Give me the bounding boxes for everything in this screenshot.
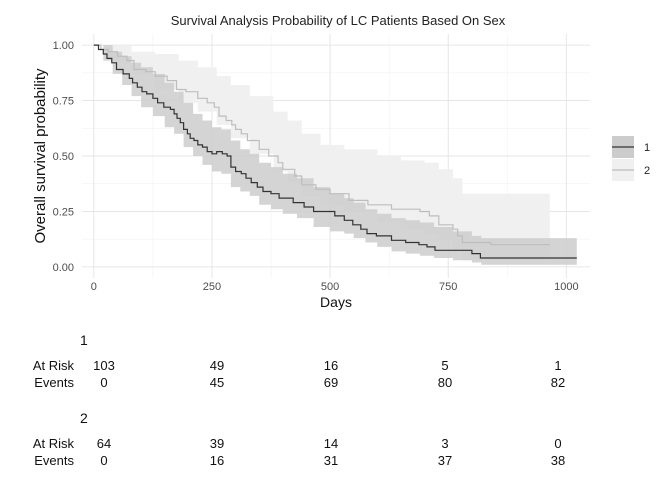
risk-table-row-label: Events [34, 453, 74, 468]
y-tick-labels: 0.00 0.25 0.50 0.75 1.00 [53, 40, 74, 274]
risk-table-events-value: 37 [438, 453, 452, 468]
x-tick-labels: 0 250 500 750 1000 [91, 281, 579, 293]
risk-table-events-value: 0 [100, 453, 107, 468]
risk-table-events-value: 38 [551, 453, 565, 468]
y-tick-label: 1.00 [53, 40, 74, 52]
confidence-band-1 [93, 45, 577, 265]
survival-curve-2 [93, 44, 550, 246]
risk-table-row-label: At Risk [33, 436, 75, 451]
y-tick-label: 0.00 [53, 262, 74, 274]
risk-table-at-risk-value: 14 [324, 436, 338, 451]
x-axis-label: Days [320, 294, 352, 310]
risk-table-at-risk-value: 5 [441, 358, 448, 373]
risk-table-stratum-header: 1 [80, 332, 88, 348]
legend-label: 1 [644, 142, 650, 154]
y-tick-label: 0.75 [53, 96, 74, 108]
risk-table-events-value: 82 [551, 375, 565, 390]
survival-curves [93, 44, 577, 259]
risk-table-at-risk-value: 3 [441, 436, 448, 451]
risk-table-at-risk-value: 39 [210, 436, 224, 451]
confidence-bands [93, 45, 577, 265]
y-axis-label: Overall survival probability [32, 68, 49, 244]
x-tick-label: 750 [439, 281, 457, 293]
risk-table-at-risk-value: 103 [93, 358, 115, 373]
risk-table-events-value: 16 [210, 453, 224, 468]
x-tick-label: 250 [203, 281, 221, 293]
risk-table-events-value: 69 [324, 375, 338, 390]
risk-table-row-label: At Risk [33, 358, 75, 373]
legend-label: 2 [644, 165, 650, 177]
risk-table-events-value: 80 [438, 375, 452, 390]
risk-table-at-risk-value: 1 [554, 358, 561, 373]
survival-curve-1 [93, 44, 577, 259]
risk-table: 1 At Risk Events 103 49 16 5 1 0 45 69 80 82 2 At Risk… [33, 332, 565, 468]
y-tick-label: 0.50 [53, 151, 74, 163]
risk-table-events-value: 31 [324, 453, 338, 468]
x-tick-label: 500 [321, 281, 339, 293]
chart-title: Survival Analysis Probability of LC Pati… [171, 13, 506, 28]
risk-table-at-risk-value: 16 [324, 358, 338, 373]
risk-table-stratum-header: 2 [80, 410, 88, 426]
risk-table-at-risk-value: 49 [210, 358, 224, 373]
x-tick-label: 0 [91, 281, 97, 293]
risk-table-at-risk-value: 0 [554, 436, 561, 451]
risk-table-at-risk-value: 64 [97, 436, 111, 451]
x-tick-label: 1000 [554, 281, 578, 293]
legend: 12 [612, 136, 650, 181]
y-tick-label: 0.25 [53, 206, 74, 218]
risk-table-events-value: 45 [210, 375, 224, 390]
risk-table-events-value: 0 [100, 375, 107, 390]
risk-table-row-label: Events [34, 375, 74, 390]
